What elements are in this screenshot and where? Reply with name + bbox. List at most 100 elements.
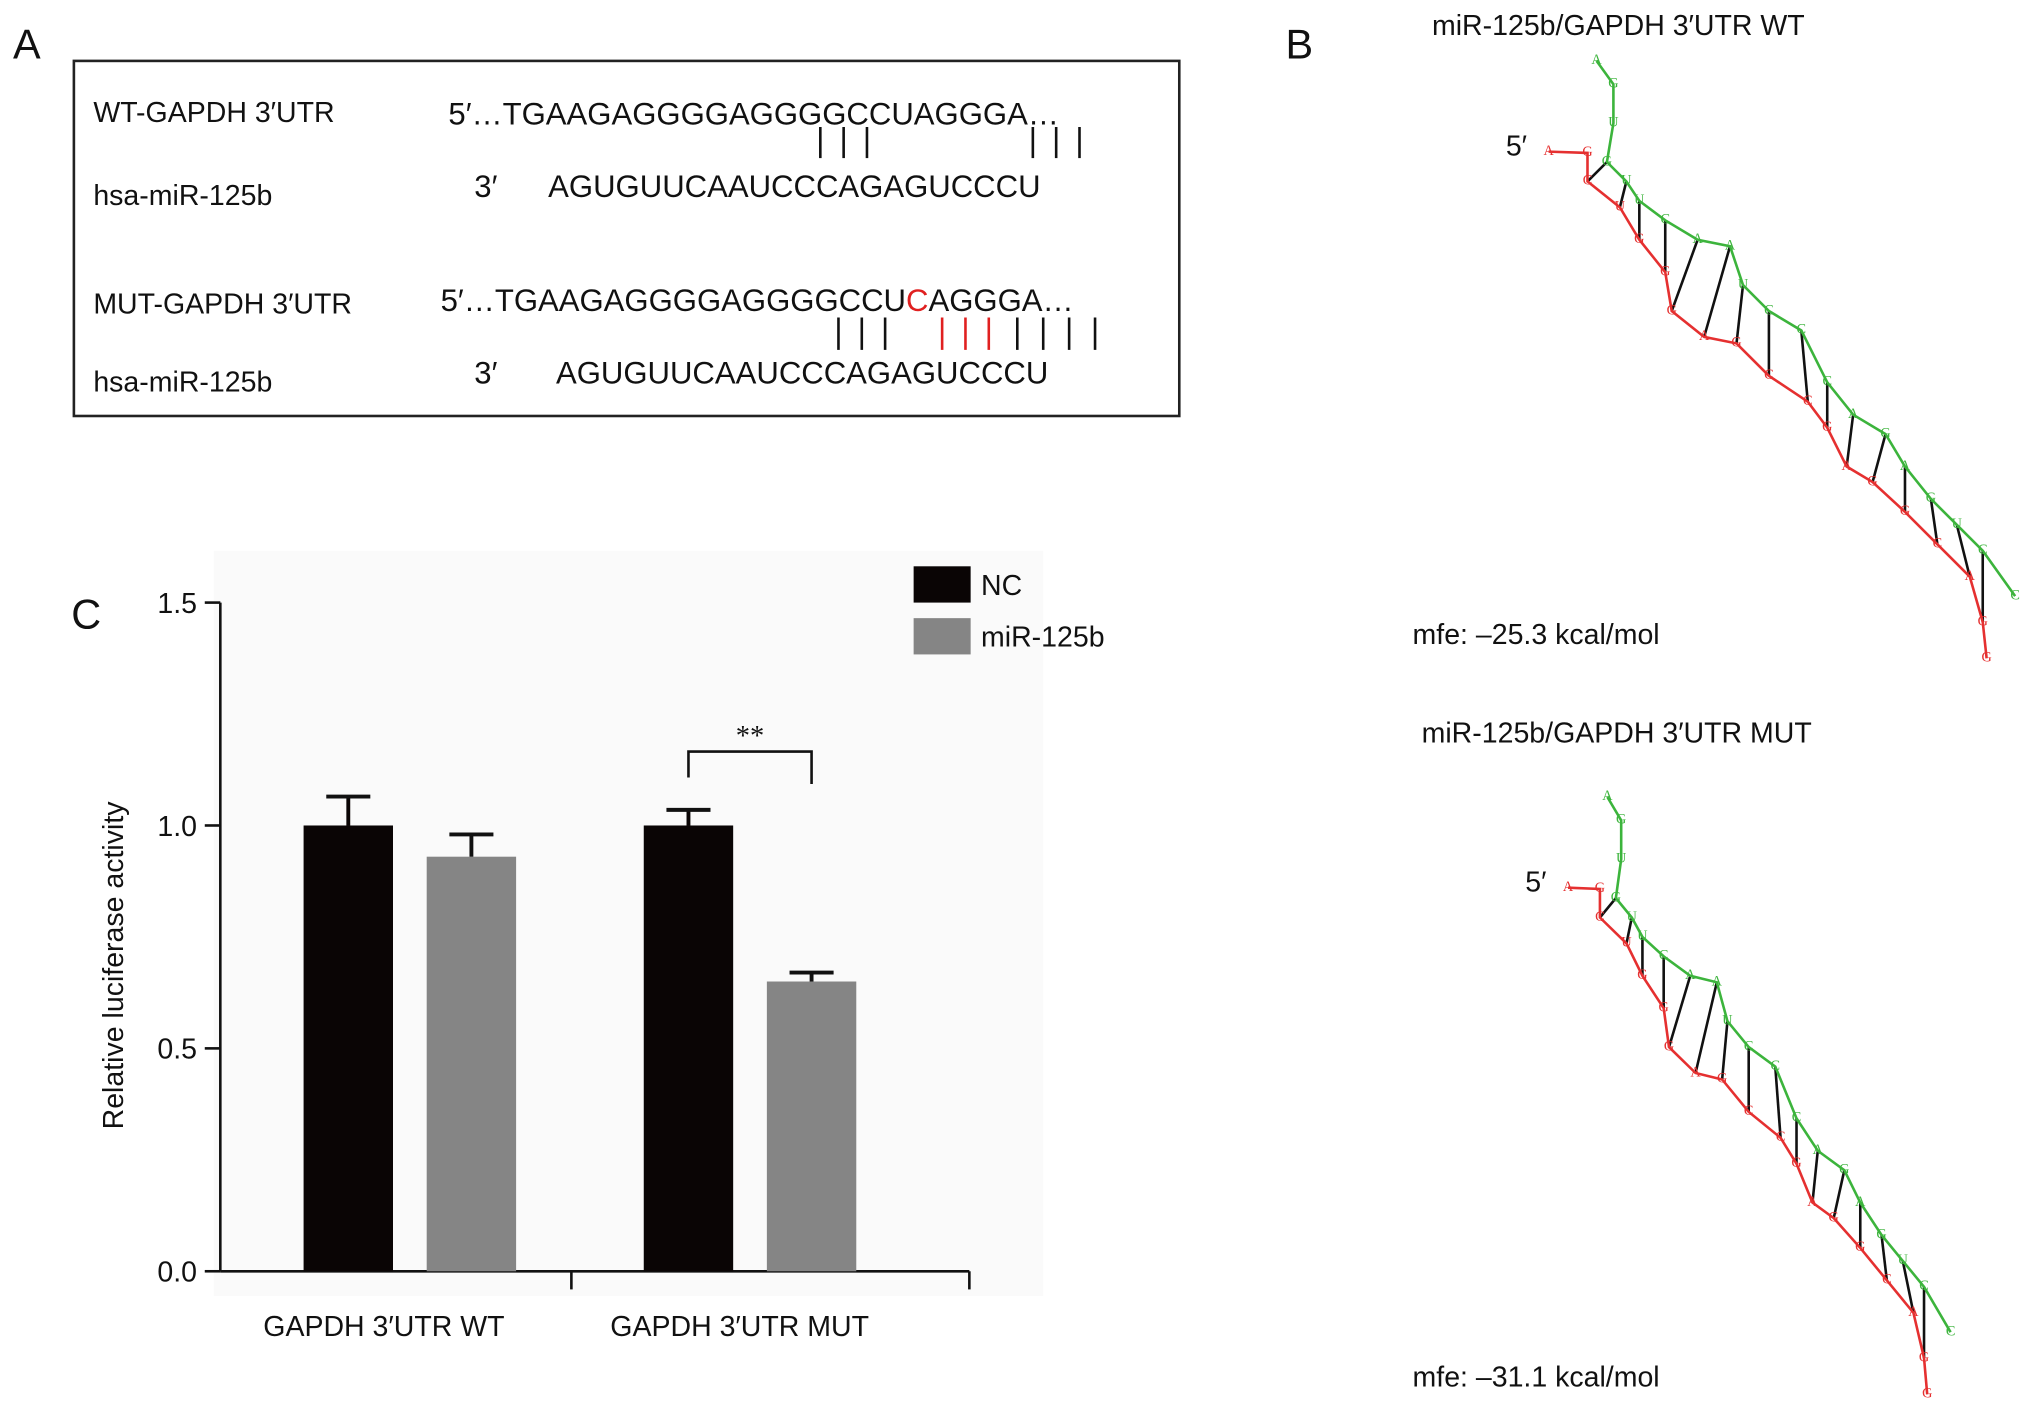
nucleotide: C	[1919, 1278, 1929, 1294]
nucleotide: G	[1667, 302, 1677, 318]
nucleotide: G	[1839, 1161, 1849, 1177]
five-prime: 5′	[1525, 867, 1546, 899]
y-tick-label: 1.0	[157, 811, 197, 843]
nucleotide: U	[1621, 173, 1631, 189]
nucleotide: G	[1880, 425, 1890, 441]
significance-label: **	[736, 721, 764, 752]
nucleotide: G	[1829, 1209, 1839, 1225]
target-label: MUT-GAPDH 3′UTR	[93, 289, 352, 321]
nucleotide: A	[1543, 143, 1554, 159]
target-strand	[1567, 886, 1929, 1395]
base-pair	[1773, 1066, 1782, 1138]
mirna-seq: AGUGUUCAAUCCCAGAGUCCCU	[556, 356, 1048, 391]
nucleotide: G	[1922, 1386, 1932, 1402]
nucleotide: A	[1965, 568, 1976, 584]
y-axis-label: Relative luciferase activity	[98, 801, 130, 1130]
nucleotide: U	[1722, 1012, 1732, 1028]
nucleotide: C	[1797, 322, 1807, 338]
base-pair	[1667, 975, 1692, 1048]
base-pair	[1694, 981, 1719, 1074]
nucleotide: U	[1634, 192, 1644, 208]
nucleotide: A	[1692, 231, 1703, 247]
nucleotide: G	[1608, 75, 1618, 91]
base-pair	[1735, 284, 1745, 344]
bar	[426, 856, 517, 1272]
base-pair	[1702, 245, 1732, 338]
y-tick-label: 0.5	[157, 1034, 197, 1066]
nucleotide: A	[1725, 237, 1736, 253]
nucleotide: U	[1608, 114, 1618, 130]
bar	[303, 825, 393, 1272]
nucleotide: A	[1807, 1194, 1818, 1210]
nucleotide: G	[1717, 1071, 1727, 1087]
legend-swatch	[913, 566, 971, 603]
nucleotide: G	[1660, 263, 1670, 279]
nucleotide: A	[1699, 328, 1710, 344]
mirna-end: 3′	[474, 169, 497, 204]
legend-label: NC	[981, 570, 1022, 602]
legend-swatch	[913, 618, 971, 655]
nucleotide: C	[1882, 1272, 1892, 1288]
nucleotide: A	[1908, 1304, 1919, 1320]
nucleotide: G	[1926, 490, 1936, 506]
nucleotide: G	[1900, 503, 1910, 519]
nucleotide: A	[1813, 1142, 1824, 1158]
target-seq: 5′…TGAAGAGGGGAGGGGCCUAGGGA…	[448, 96, 1059, 131]
nucleotide: C	[1792, 1110, 1802, 1126]
nucleotide: C	[1744, 1103, 1754, 1119]
base-pair	[1598, 897, 1617, 919]
panel-label: A	[13, 20, 41, 67]
nucleotide: G	[1595, 880, 1605, 896]
nucleotide: U	[1637, 928, 1647, 944]
nucleotide: U	[1898, 1252, 1908, 1268]
nucleotide: G	[1867, 473, 1877, 489]
nucleotide: A	[1855, 1194, 1866, 1210]
x-tick-label: GAPDH 3′UTR WT	[263, 1311, 504, 1343]
base-pair	[1871, 433, 1887, 483]
nucleotide: C	[1803, 393, 1813, 409]
nucleotide: C	[1660, 212, 1670, 228]
nucleotide: A	[1848, 406, 1859, 422]
nucleotide: G	[1978, 613, 1988, 629]
mirna-strand	[1606, 796, 1952, 1333]
base-pair	[1832, 1169, 1846, 1219]
nucleotide: G	[1876, 1226, 1886, 1242]
nucleotide: A	[1602, 788, 1613, 804]
base-pair	[1845, 414, 1855, 467]
target-strand	[1548, 150, 1988, 659]
nucleotide: A	[1563, 879, 1574, 895]
base-pair	[1625, 917, 1634, 944]
mirna-label: hsa-miR-125b	[93, 366, 272, 398]
base-pair	[1586, 161, 1608, 183]
nucleotide: G	[1582, 144, 1592, 160]
nucleotide: U	[1952, 516, 1962, 532]
nucleotide: G	[1731, 335, 1741, 351]
panel-label: C	[71, 591, 101, 638]
nucleotide: C	[1595, 909, 1605, 925]
nucleotide: G	[1822, 419, 1832, 435]
nucleotide: U	[1615, 199, 1625, 215]
bar	[766, 981, 857, 1272]
nucleotide: C	[1771, 1058, 1781, 1074]
mirna-strand	[1595, 60, 2017, 597]
significance-bracket	[687, 750, 813, 784]
nucleotide: C	[1933, 536, 1943, 552]
nucleotide: C	[1659, 948, 1669, 964]
nucleotide: G	[1616, 812, 1626, 828]
nucleotide: A	[1712, 974, 1723, 990]
pairing-bars	[837, 317, 1097, 350]
nucleotide: U	[1621, 935, 1631, 951]
nucleotide: C	[1776, 1129, 1786, 1145]
five-prime: 5′	[1506, 131, 1527, 163]
target-seq: 5′…TGAAGAGGGGAGGGGCCUCAGGGA…	[441, 283, 1074, 318]
nucleotide: C	[1822, 374, 1832, 390]
nucleotide: G	[1659, 999, 1669, 1015]
nucleotide: G	[1637, 967, 1647, 983]
nucleotide: C	[1764, 367, 1774, 383]
mfe: mfe: –31.1 kcal/mol	[1413, 1362, 1660, 1394]
nucleotide: G	[1919, 1349, 1929, 1365]
nucleotide: G	[1791, 1155, 1801, 1171]
nucleotide: G	[1855, 1239, 1865, 1255]
base-pair	[1901, 1260, 1915, 1313]
nucleotide: C	[1946, 1323, 1956, 1339]
